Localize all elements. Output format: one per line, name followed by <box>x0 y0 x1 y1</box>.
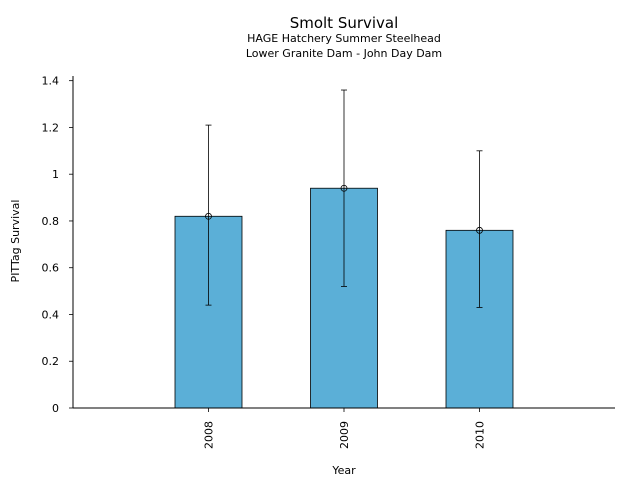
y-tick-label-6: 1.2 <box>42 121 60 134</box>
x-tick-label-2009: 2009 <box>338 421 351 449</box>
point-marker-2010 <box>476 226 483 234</box>
y-tick-label-4: 0.8 <box>42 215 60 228</box>
x-ticks: 2008 2009 2010 <box>203 408 487 449</box>
error-bars-layer <box>205 89 483 308</box>
y-tick-label-1: 0.2 <box>42 355 60 368</box>
point-marker-2008 <box>205 212 212 220</box>
y-axis-label: PITTag Survival <box>9 200 22 283</box>
chart-subtitle-line-2: Lower Granite Dam - John Day Dam <box>246 47 442 60</box>
y-tick-label-0: 0 <box>52 402 59 415</box>
y-ticks: 0 0.2 0.4 0.6 0.8 1 1.2 1.4 <box>42 75 73 415</box>
point-marker-2009 <box>340 184 348 192</box>
x-tick-label-2008: 2008 <box>203 421 216 449</box>
x-axis-label: Year <box>331 464 356 477</box>
x-tick-label-2010: 2010 <box>474 421 487 449</box>
y-tick-label-5: 1 <box>52 168 59 181</box>
chart-title: Smolt Survival <box>290 14 399 32</box>
y-tick-label-2: 0.4 <box>42 308 60 321</box>
chart-subtitle-line-1: HAGE Hatchery Summer Steelhead <box>247 32 441 45</box>
y-tick-label-7: 1.4 <box>42 75 60 88</box>
y-tick-label-3: 0.6 <box>42 262 60 275</box>
